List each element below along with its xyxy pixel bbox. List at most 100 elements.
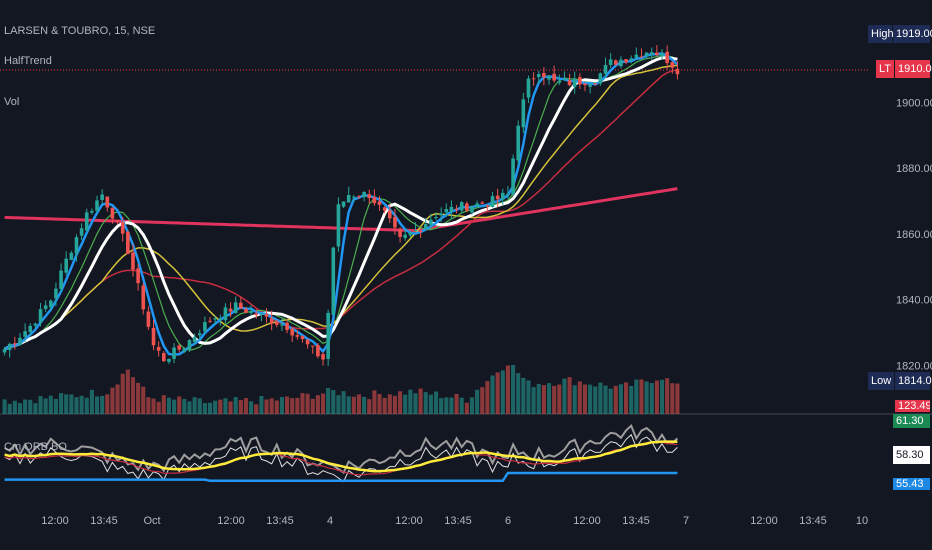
candle-body [655,52,659,55]
candle-body [126,231,130,255]
oscillator-legend[interactable]: Cm ORB BO [4,441,67,453]
candle-body [316,345,320,357]
volume-bar [398,391,403,414]
volume-bar [572,385,577,414]
candle-body [346,195,351,203]
candle-body [156,347,161,351]
volume-bar [439,398,444,414]
candle-body [362,192,366,198]
volume-bar [433,391,439,414]
candle-body [439,213,443,216]
volume-bar [305,393,310,414]
candle-body [393,216,397,228]
price-axis[interactable]: 1820.00 1840.00 1860.00 1880.00 1900.00 [896,97,932,372]
time-axis[interactable]: 12:00 13:45 Oct 12:00 13:45 4 12:00 13:45 6 12:00… [41,515,868,527]
candle-body [639,56,644,58]
volume-bar [505,365,510,414]
halftrend-legend[interactable]: HalfTrend [4,55,52,67]
volume-bar [38,396,43,414]
volume-bar [156,401,161,414]
candle-body [418,230,423,232]
volume-bar [634,379,639,414]
candle-body [192,336,197,343]
volume-bar [269,398,274,414]
symbol-title[interactable]: LARSEN & TOUBRO, 15, NSE [4,25,156,37]
volume-bar [315,395,320,414]
candle-body [79,228,84,236]
candle-body [100,194,104,200]
time-tick-label: 6 [505,515,511,527]
volume-bar [259,395,264,414]
volume-bar [285,396,290,414]
volume-bar [94,396,100,414]
osc-yellow-line [4,440,678,473]
candle-body [377,201,382,205]
time-tick-label: 13:45 [799,515,827,527]
candle-body [274,321,279,325]
candle-body [357,196,361,198]
volume-legend[interactable]: Vol [4,96,20,108]
candle-body [197,333,202,336]
price-tick-label: 1840.00 [896,295,932,307]
volume-bar [161,395,166,414]
volume-bar [377,393,382,414]
time-tick-label: 12:00 [41,515,69,527]
candle-body [305,339,310,345]
volume-bar [59,393,64,414]
candle-body [572,78,577,88]
volume-bar [593,386,598,414]
osc-blue-line [4,471,678,483]
low-value-badge: 1814.00 [895,372,932,390]
volume-bar [546,383,552,414]
price-tick-label: 1900.00 [896,97,932,109]
candle-body [33,323,38,326]
time-tick-label: 7 [683,515,689,527]
candle-body [598,73,603,84]
candle-body [110,207,115,219]
volume-bar [223,398,228,414]
osc-mid-badge: 58.30 [893,446,930,464]
candle-body [423,224,428,229]
candle-body [593,83,598,85]
volume-bar [151,398,156,414]
oscillator-pane [4,423,679,483]
candle-body [172,347,176,359]
volume-bar [557,384,562,414]
volume-bar [89,389,94,414]
volume-bar [649,383,654,414]
candle-body [213,318,217,320]
candle-body [187,340,192,350]
volume-bar [444,397,449,414]
volume-bar [449,397,454,414]
volume-bar [300,393,305,414]
candle-body [295,335,300,337]
volume-bar [552,385,557,414]
volume-bar [659,379,665,414]
candle-body [583,83,587,86]
volume-bar [475,389,480,414]
candle-body [511,158,515,195]
low-label-badge: Low [868,372,894,390]
volume-bar [79,395,84,414]
candle-body [269,318,274,324]
candle-body [465,203,469,211]
volume-bar [53,398,58,414]
volume-bar [516,373,521,414]
candle-body [239,302,243,309]
candle-body [619,59,623,67]
volume-bar [624,382,629,414]
volume-bar [310,398,315,414]
volume-bar [567,377,572,414]
time-tick-label: 13:45 [266,515,294,527]
volume-bar [459,397,464,414]
volume-bar [243,398,249,414]
volume-bar [279,396,284,414]
volume-bar [665,378,670,414]
osc-top-badge: 61.30 [893,414,930,428]
white-ma-line [3,56,678,351]
volume-bar [392,395,397,414]
volume-bar [74,397,79,414]
candle-body [254,313,259,316]
candle-body [516,125,521,161]
